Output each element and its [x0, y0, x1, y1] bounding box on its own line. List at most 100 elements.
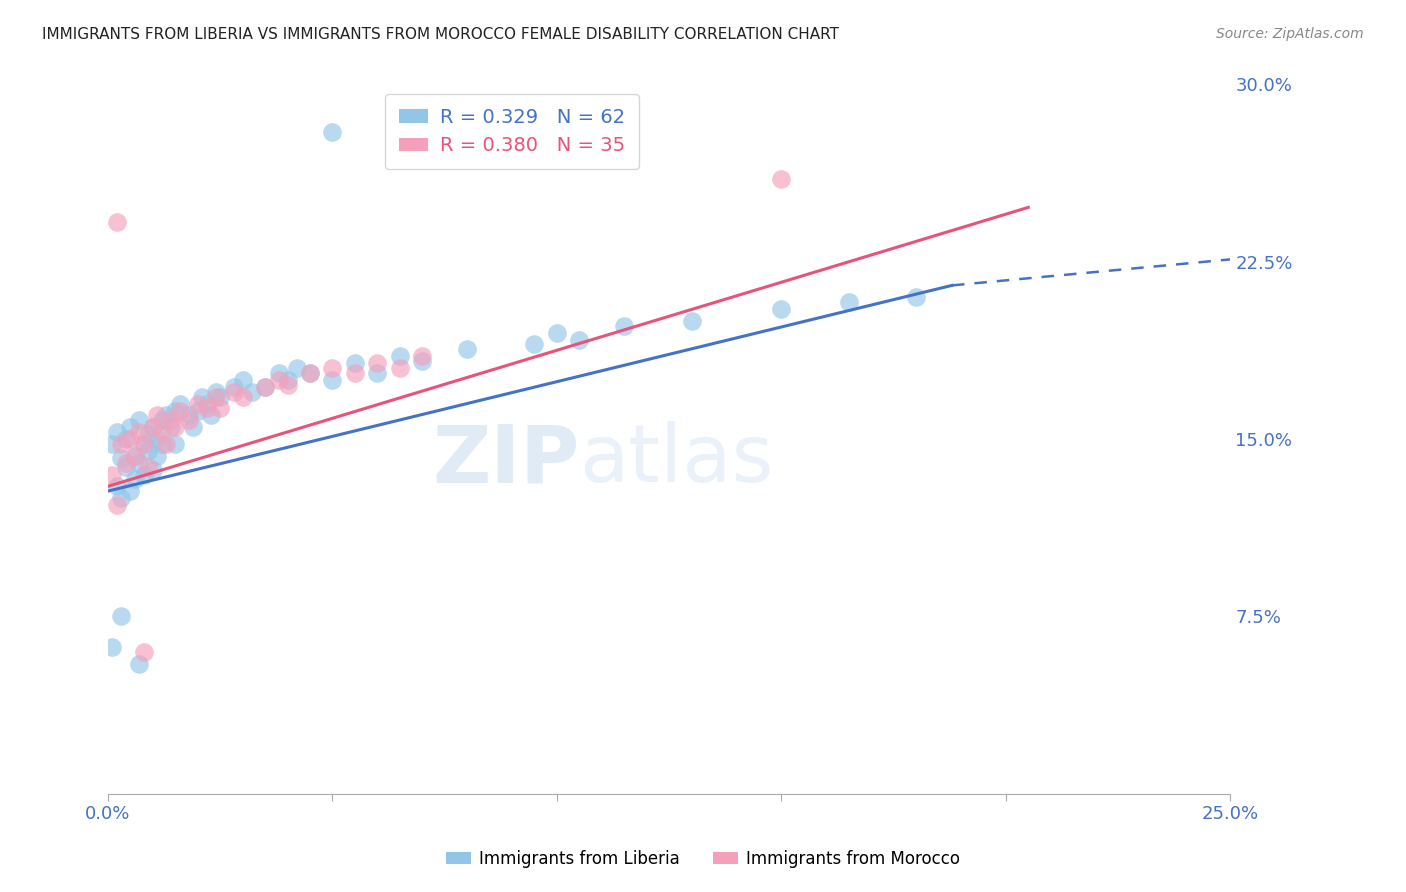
Point — [150, 425, 173, 439]
Point — [200, 409, 222, 423]
Point — [204, 384, 226, 399]
Point — [155, 437, 177, 451]
Point — [411, 354, 433, 368]
Point — [770, 172, 793, 186]
Point — [105, 425, 128, 439]
Point — [285, 361, 308, 376]
Point — [277, 377, 299, 392]
Point — [568, 333, 591, 347]
Point — [321, 361, 343, 376]
Text: atlas: atlas — [579, 421, 773, 500]
Text: IMMIGRANTS FROM LIBERIA VS IMMIGRANTS FROM MOROCCO FEMALE DISABILITY CORRELATION: IMMIGRANTS FROM LIBERIA VS IMMIGRANTS FR… — [42, 27, 839, 42]
Point — [240, 384, 263, 399]
Point — [298, 366, 321, 380]
Point — [195, 396, 218, 410]
Point — [138, 460, 160, 475]
Legend: Immigrants from Liberia, Immigrants from Morocco: Immigrants from Liberia, Immigrants from… — [439, 844, 967, 875]
Point — [165, 437, 187, 451]
Point — [254, 380, 277, 394]
Point — [150, 413, 173, 427]
Point — [277, 373, 299, 387]
Point — [146, 449, 169, 463]
Point — [146, 432, 169, 446]
Point — [132, 467, 155, 482]
Point — [905, 290, 928, 304]
Point — [146, 409, 169, 423]
Point — [546, 326, 568, 340]
Point — [150, 437, 173, 451]
Point — [411, 349, 433, 363]
Point — [366, 356, 388, 370]
Point — [177, 409, 200, 423]
Point — [343, 366, 366, 380]
Point — [187, 396, 209, 410]
Point — [838, 294, 860, 309]
Legend: R = 0.329   N = 62, R = 0.380   N = 35: R = 0.329 N = 62, R = 0.380 N = 35 — [385, 95, 638, 169]
Point — [124, 449, 146, 463]
Point — [191, 390, 214, 404]
Point — [204, 390, 226, 404]
Point — [254, 380, 277, 394]
Point — [120, 420, 142, 434]
Point — [298, 366, 321, 380]
Point — [681, 314, 703, 328]
Point — [165, 403, 187, 417]
Point — [169, 403, 191, 417]
Point — [105, 479, 128, 493]
Point — [160, 413, 183, 427]
Point — [388, 361, 411, 376]
Point — [128, 425, 150, 439]
Point — [115, 460, 138, 475]
Point — [222, 380, 245, 394]
Point — [124, 472, 146, 486]
Point — [105, 214, 128, 228]
Point — [138, 443, 160, 458]
Point — [132, 437, 155, 451]
Point — [128, 413, 150, 427]
Point — [110, 450, 132, 465]
Point — [142, 420, 165, 434]
Point — [770, 301, 793, 316]
Point — [142, 420, 165, 434]
Point — [160, 420, 183, 434]
Point — [101, 467, 124, 482]
Point — [181, 420, 204, 434]
Point — [110, 609, 132, 624]
Point — [388, 349, 411, 363]
Point — [177, 413, 200, 427]
Point — [142, 463, 165, 477]
Point — [105, 498, 128, 512]
Point — [124, 449, 146, 463]
Point — [523, 337, 546, 351]
Point — [209, 390, 232, 404]
Point — [101, 640, 124, 654]
Point — [209, 401, 232, 416]
Point — [115, 432, 138, 446]
Point — [267, 373, 290, 387]
Point — [169, 396, 191, 410]
Point — [321, 373, 343, 387]
Point — [132, 437, 155, 451]
Point — [155, 409, 177, 423]
Point — [343, 356, 366, 370]
Point — [195, 401, 218, 416]
Point — [165, 420, 187, 434]
Point — [128, 657, 150, 671]
Point — [120, 432, 142, 446]
Point — [110, 437, 132, 451]
Point — [321, 125, 343, 139]
Point — [456, 343, 478, 357]
Point — [222, 384, 245, 399]
Point — [101, 437, 124, 451]
Point — [267, 366, 290, 380]
Point — [128, 456, 150, 470]
Point — [120, 484, 142, 499]
Point — [613, 318, 636, 333]
Point — [115, 456, 138, 470]
Point — [187, 403, 209, 417]
Point — [232, 390, 254, 404]
Text: ZIP: ZIP — [432, 421, 579, 500]
Point — [138, 427, 160, 442]
Point — [366, 366, 388, 380]
Point — [110, 491, 132, 505]
